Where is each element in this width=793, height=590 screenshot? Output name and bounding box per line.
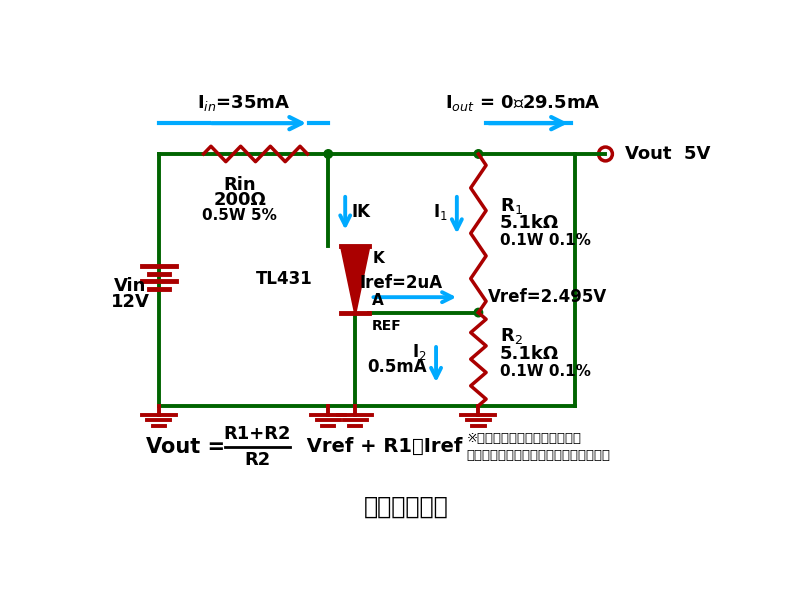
- Text: ※回路定数は参考程度であり、: ※回路定数は参考程度であり、: [467, 432, 582, 445]
- Text: 0.1W 0.1%: 0.1W 0.1%: [500, 363, 591, 379]
- Text: I$_{in}$=35mA: I$_{in}$=35mA: [197, 93, 290, 113]
- Text: Vin: Vin: [114, 277, 147, 296]
- Text: IK: IK: [351, 203, 370, 221]
- Text: R2: R2: [244, 451, 270, 470]
- Text: Iref=2uA: Iref=2uA: [360, 274, 443, 292]
- Text: I$_{out}$ = 0～29.5mA: I$_{out}$ = 0～29.5mA: [445, 93, 601, 113]
- Text: 0.5W 5%: 0.5W 5%: [202, 208, 277, 223]
- Text: Rin: Rin: [224, 176, 256, 194]
- Text: R$_1$: R$_1$: [500, 195, 523, 215]
- Text: R1+R2: R1+R2: [224, 425, 291, 443]
- Text: I$_2$: I$_2$: [412, 342, 427, 362]
- Circle shape: [474, 150, 483, 158]
- Text: 基準電圧回路: 基準電圧回路: [364, 494, 448, 519]
- Text: 12V: 12V: [111, 293, 150, 311]
- Text: Vref=2.495V: Vref=2.495V: [488, 288, 607, 306]
- Text: REF: REF: [372, 319, 402, 333]
- Text: 200Ω: 200Ω: [213, 191, 266, 209]
- Text: Vout =: Vout =: [146, 437, 232, 457]
- Text: 0.1W 0.1%: 0.1W 0.1%: [500, 232, 591, 248]
- Polygon shape: [341, 247, 369, 313]
- Text: K: K: [372, 251, 384, 266]
- Text: 0.5mA: 0.5mA: [367, 358, 427, 376]
- Circle shape: [474, 309, 483, 317]
- Text: TL431: TL431: [256, 270, 313, 289]
- Text: 5.1kΩ: 5.1kΩ: [500, 345, 559, 363]
- Text: Vref + R1・Iref: Vref + R1・Iref: [300, 437, 462, 456]
- Text: 5.1kΩ: 5.1kΩ: [500, 214, 559, 232]
- Text: I$_1$: I$_1$: [433, 202, 447, 222]
- Text: Vout  5V: Vout 5V: [625, 145, 710, 163]
- Text: R$_2$: R$_2$: [500, 326, 523, 346]
- Text: 動作を補償するものではありません。: 動作を補償するものではありません。: [467, 450, 611, 463]
- Text: A: A: [372, 293, 384, 308]
- Circle shape: [324, 150, 332, 158]
